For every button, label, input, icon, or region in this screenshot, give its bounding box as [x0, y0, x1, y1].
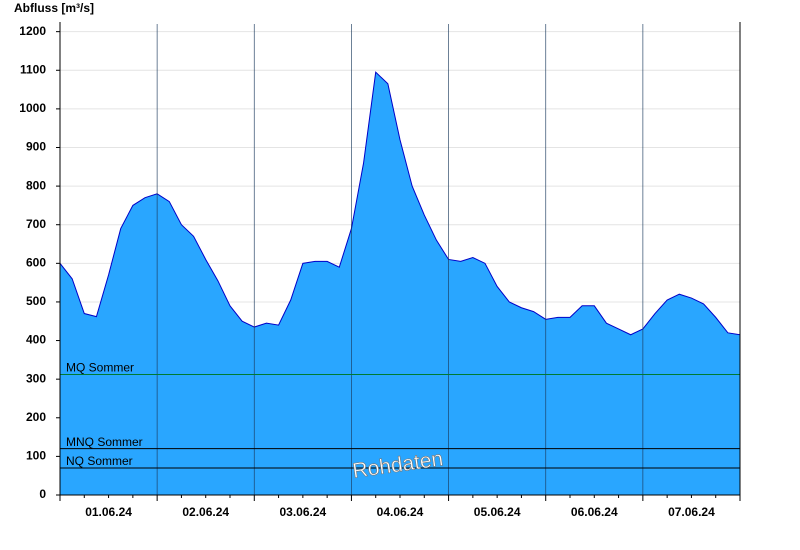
- y-tick-label: 500: [26, 294, 46, 308]
- y-axis-title: Abfluss [m³/s]: [14, 1, 94, 15]
- x-tick-label: 01.06.24: [85, 505, 132, 519]
- area-outline: [59, 71, 741, 336]
- y-tick-label: 100: [26, 449, 46, 463]
- x-tick-label: 05.06.24: [474, 505, 521, 519]
- reference-label: MQ Sommer: [66, 361, 134, 375]
- y-tick-label: 700: [26, 217, 46, 231]
- x-tick-label: 07.06.24: [668, 505, 715, 519]
- y-tick-label: 300: [26, 371, 46, 385]
- y-tick-label: 1000: [19, 101, 46, 115]
- reference-label: MNQ Sommer: [66, 435, 143, 449]
- x-tick-label: 02.06.24: [182, 505, 229, 519]
- y-tick-label: 600: [26, 255, 46, 269]
- y-tick-label: 0: [39, 487, 46, 501]
- y-tick-label: 900: [26, 140, 46, 154]
- area: [60, 72, 740, 495]
- y-tick-label: 1100: [20, 62, 46, 76]
- reference-label: NQ Sommer: [66, 454, 133, 468]
- y-tick-label: 1200: [19, 24, 46, 38]
- y-tick-label: 200: [26, 410, 46, 424]
- x-tick-label: 06.06.24: [571, 505, 618, 519]
- y-tick-label: 400: [26, 333, 46, 347]
- x-tick-label: 04.06.24: [377, 505, 424, 519]
- y-tick-label: 800: [26, 178, 46, 192]
- x-tick-label: 03.06.24: [279, 505, 326, 519]
